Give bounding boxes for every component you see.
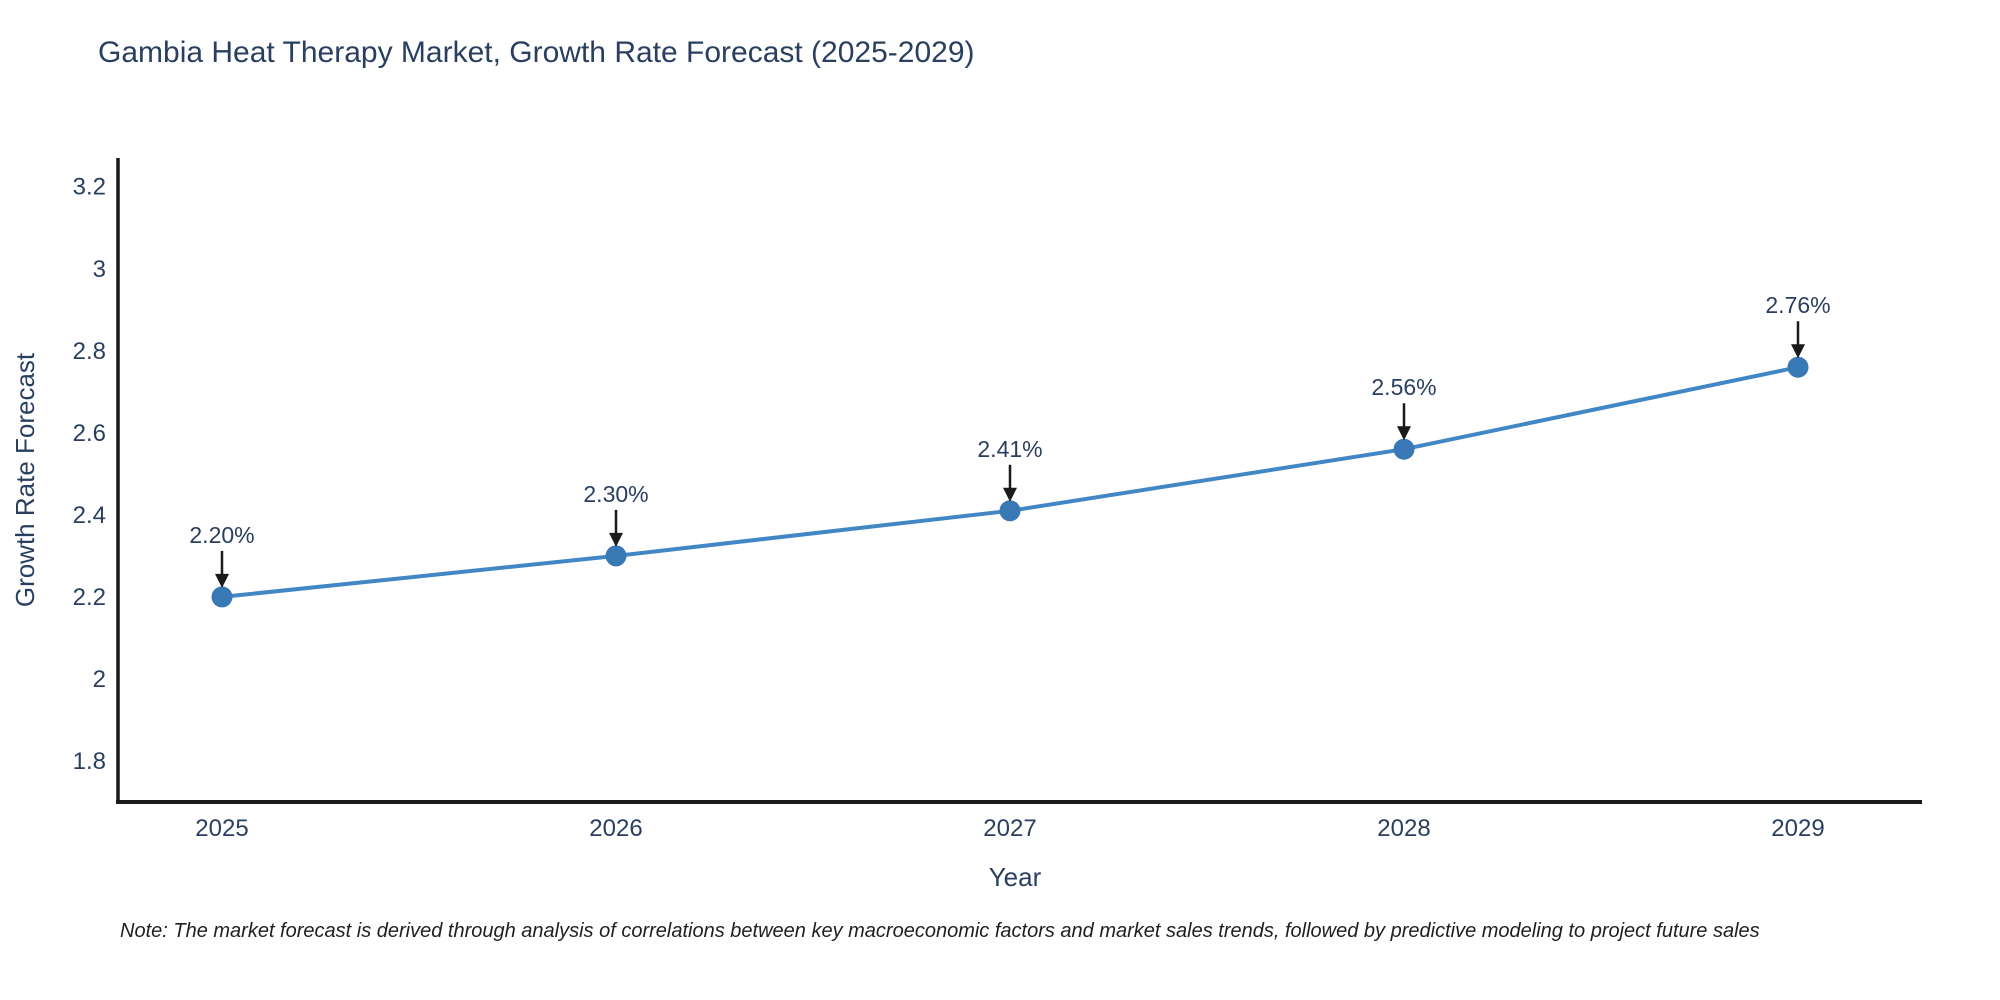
y-tick-label: 3.2 — [73, 174, 106, 201]
x-tick-label: 2025 — [195, 815, 248, 842]
annotation-arrowhead-icon — [1791, 344, 1805, 359]
y-tick-label: 1.8 — [73, 748, 106, 775]
data-point-marker — [605, 545, 627, 567]
y-tick-label: 2.8 — [73, 338, 106, 365]
y-tick-label: 2 — [93, 666, 106, 693]
annotation-arrowhead-icon — [609, 532, 623, 547]
point-value-label: 2.20% — [189, 522, 254, 548]
data-point-marker — [1393, 438, 1415, 460]
x-axis-title: Year — [989, 862, 1042, 892]
y-axis-ticks: 1.8 2 2.2 2.4 2.6 2.8 3 3.2 — [73, 174, 106, 775]
x-tick-label: 2028 — [1377, 815, 1430, 842]
point-value-label: 2.56% — [1371, 374, 1436, 400]
annotation-arrowhead-icon — [215, 573, 229, 588]
x-axis-ticks: 2025 2026 2027 2028 2029 — [195, 815, 1824, 842]
y-tick-label: 3 — [93, 256, 106, 283]
y-tick-label: 2.6 — [73, 420, 106, 447]
x-tick-label: 2029 — [1771, 815, 1824, 842]
data-point-marker — [999, 500, 1021, 522]
point-value-label: 2.41% — [977, 436, 1042, 462]
series-growth-rate — [211, 356, 1809, 608]
x-tick-label: 2026 — [589, 815, 642, 842]
annotation-arrowhead-icon — [1003, 487, 1017, 502]
y-tick-label: 2.2 — [73, 584, 106, 611]
chart-title: Gambia Heat Therapy Market, Growth Rate … — [98, 36, 975, 69]
footnote-text: Note: The market forecast is derived thr… — [120, 920, 1760, 942]
data-point-marker — [1787, 356, 1809, 378]
point-value-label: 2.76% — [1765, 292, 1830, 318]
x-tick-label: 2027 — [983, 815, 1036, 842]
data-point-marker — [211, 586, 233, 608]
point-value-label: 2.30% — [583, 481, 648, 507]
y-tick-label: 2.4 — [73, 502, 106, 529]
y-axis-title: Growth Rate Forecast — [10, 352, 40, 607]
annotation-arrowhead-icon — [1397, 426, 1411, 441]
point-annotations: 2.20% 2.30% 2.41% 2.56% 2.76% — [189, 292, 1831, 588]
